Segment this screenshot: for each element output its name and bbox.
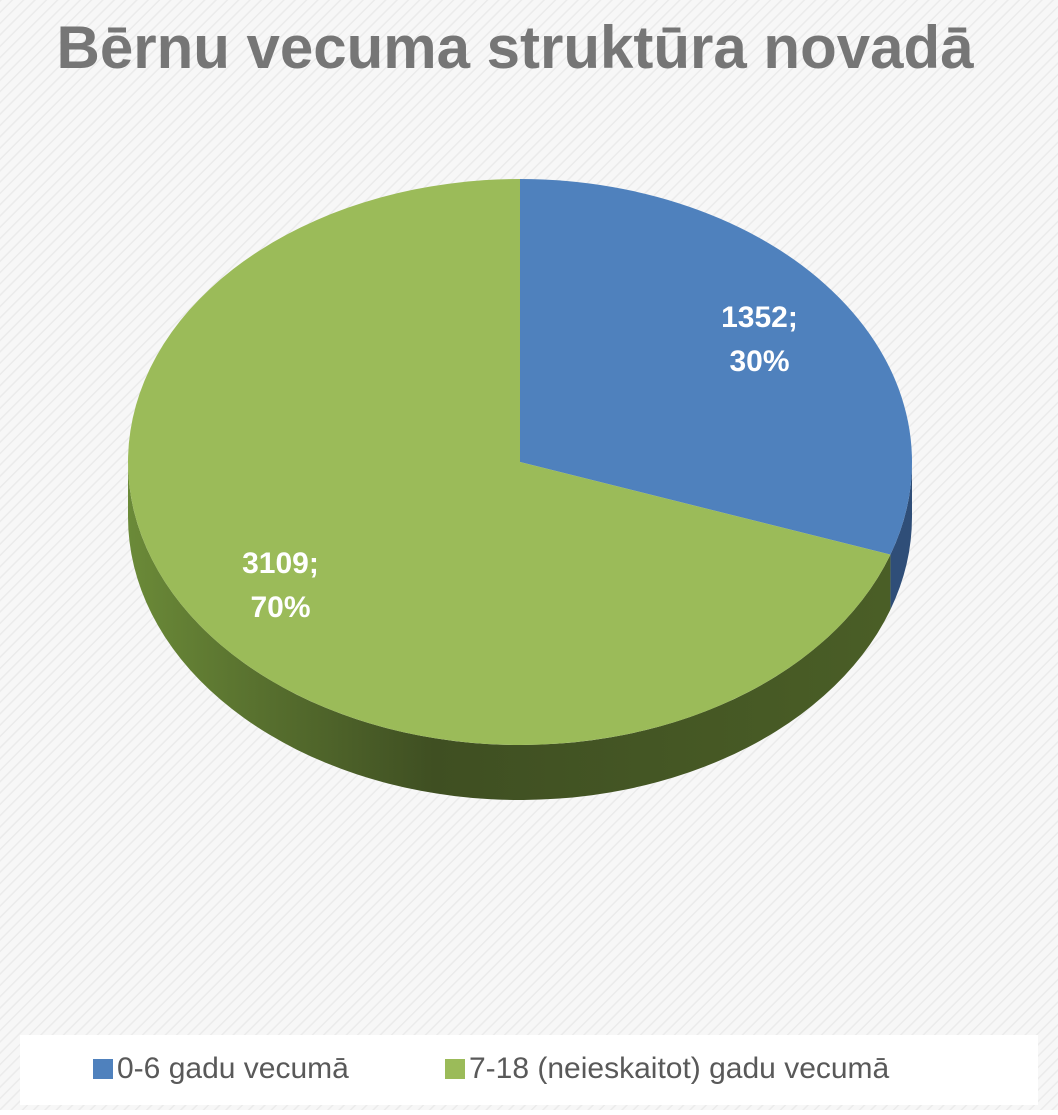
data-label: 1352; [721, 301, 798, 334]
legend-label: 0-6 gadu vecumā [117, 1052, 349, 1085]
legend-label: 7-18 (neieskaitot) gadu vecumā [469, 1052, 890, 1085]
data-label: 3109; [242, 547, 319, 580]
legend-swatch [93, 1059, 113, 1079]
legend-swatch [445, 1059, 465, 1079]
legend-box [20, 1035, 1038, 1105]
data-label: 70% [250, 591, 310, 624]
chart-title: Bērnu vecuma struktūra novadā [57, 14, 975, 81]
slice [520, 179, 912, 555]
slice-side [890, 462, 912, 610]
slice [127, 179, 891, 745]
slice-side [128, 462, 891, 800]
data-label: 30% [729, 345, 789, 378]
